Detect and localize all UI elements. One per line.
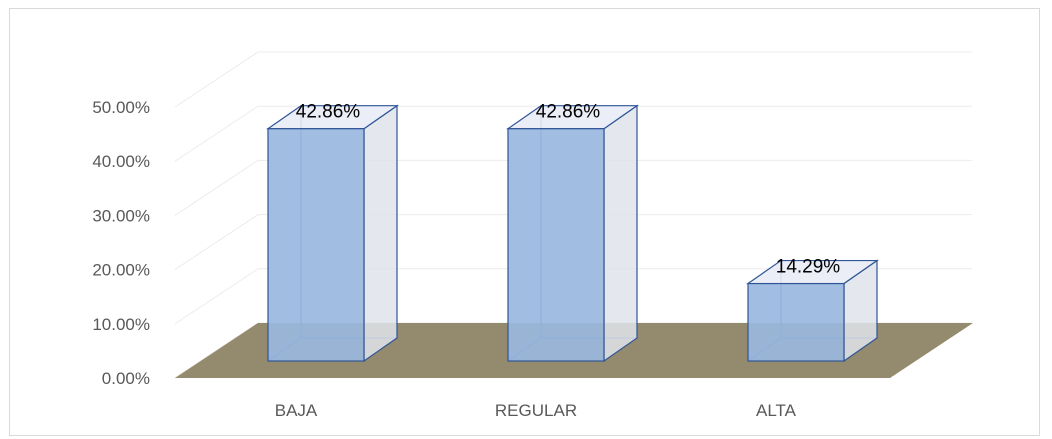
x-category-label: REGULAR [495,401,577,420]
y-tick-label: 30.00% [92,206,150,225]
side-wall-gridline [174,268,259,325]
side-wall-gridline [174,51,259,108]
side-wall-gridline [174,159,259,216]
y-tick-label: 10.00% [92,315,150,334]
y-tick-label: 50.00% [92,98,150,117]
bar-baja [266,104,399,363]
bar-series [266,104,879,363]
side-wall-gridline [174,214,259,271]
side-wall-gridline [174,105,259,162]
data-label: 14.29% [776,257,841,278]
bar-side-face [363,104,398,363]
bar-front-face [507,128,605,362]
y-axis-ticks: 0.00% 10.00% 20.00% 30.00% 40.00% 50.00% [92,98,150,388]
bar-side-face [603,104,638,363]
x-category-label: BAJA [275,401,318,420]
bar-front-face [267,128,365,362]
data-label: 42.86% [296,102,361,123]
bar-regular [506,104,639,363]
x-axis-category-labels: BAJA REGULAR ALTA [275,401,797,420]
data-labels: 42.86% 42.86% 14.29% [296,102,841,278]
bar-front-face [747,282,845,362]
data-label: 42.86% [536,102,601,123]
y-tick-label: 20.00% [92,261,150,280]
y-tick-label: 0.00% [102,369,150,388]
y-tick-label: 40.00% [92,152,150,171]
x-category-label: ALTA [756,401,797,420]
bar-alta [746,259,879,363]
